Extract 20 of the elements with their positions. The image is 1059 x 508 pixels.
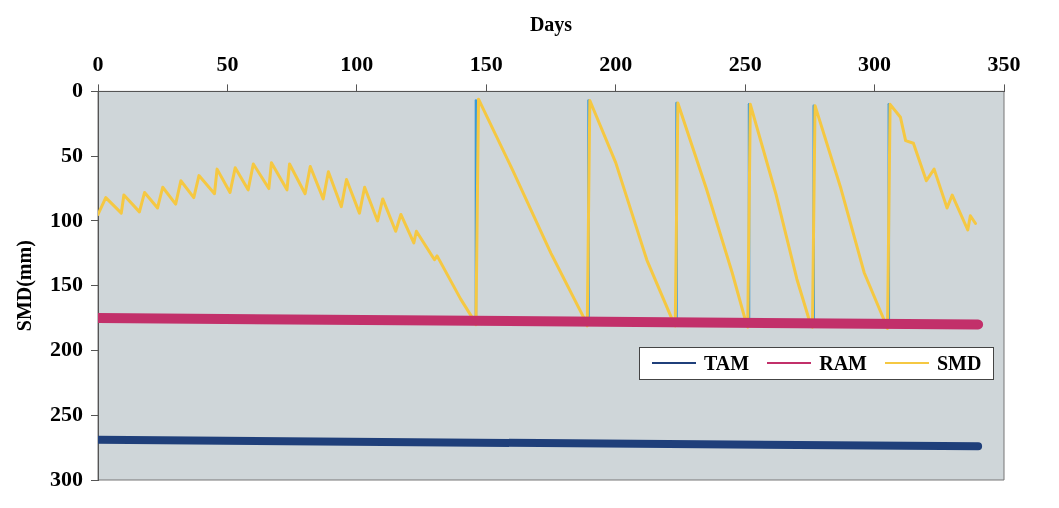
legend-label: TAM bbox=[704, 351, 750, 375]
x-tick-label: 350 bbox=[987, 50, 1021, 76]
y-tick-label: 250 bbox=[50, 400, 83, 426]
y-tick-label: 0 bbox=[72, 77, 83, 103]
y-tick-label: 50 bbox=[61, 141, 83, 167]
y-tick-label: 300 bbox=[50, 465, 83, 491]
x-tick-label: 0 bbox=[92, 50, 104, 76]
x-tick-label: 100 bbox=[340, 50, 374, 76]
x-tick-label: 150 bbox=[469, 50, 503, 76]
legend-label: SMD bbox=[936, 351, 982, 375]
y-tick-label: 150 bbox=[50, 271, 83, 297]
x-tick-label: 250 bbox=[728, 50, 762, 76]
x-axis-title: Days bbox=[529, 13, 573, 37]
y-tick-label: 200 bbox=[50, 336, 83, 362]
y-axis-title: SMD(mm) bbox=[13, 240, 37, 332]
legend-label: RAM bbox=[819, 351, 867, 375]
x-tick-label: 300 bbox=[858, 50, 892, 76]
x-tick-label: 200 bbox=[599, 50, 633, 76]
x-tick-label: 50 bbox=[216, 50, 239, 76]
y-tick-label: 100 bbox=[50, 206, 83, 232]
